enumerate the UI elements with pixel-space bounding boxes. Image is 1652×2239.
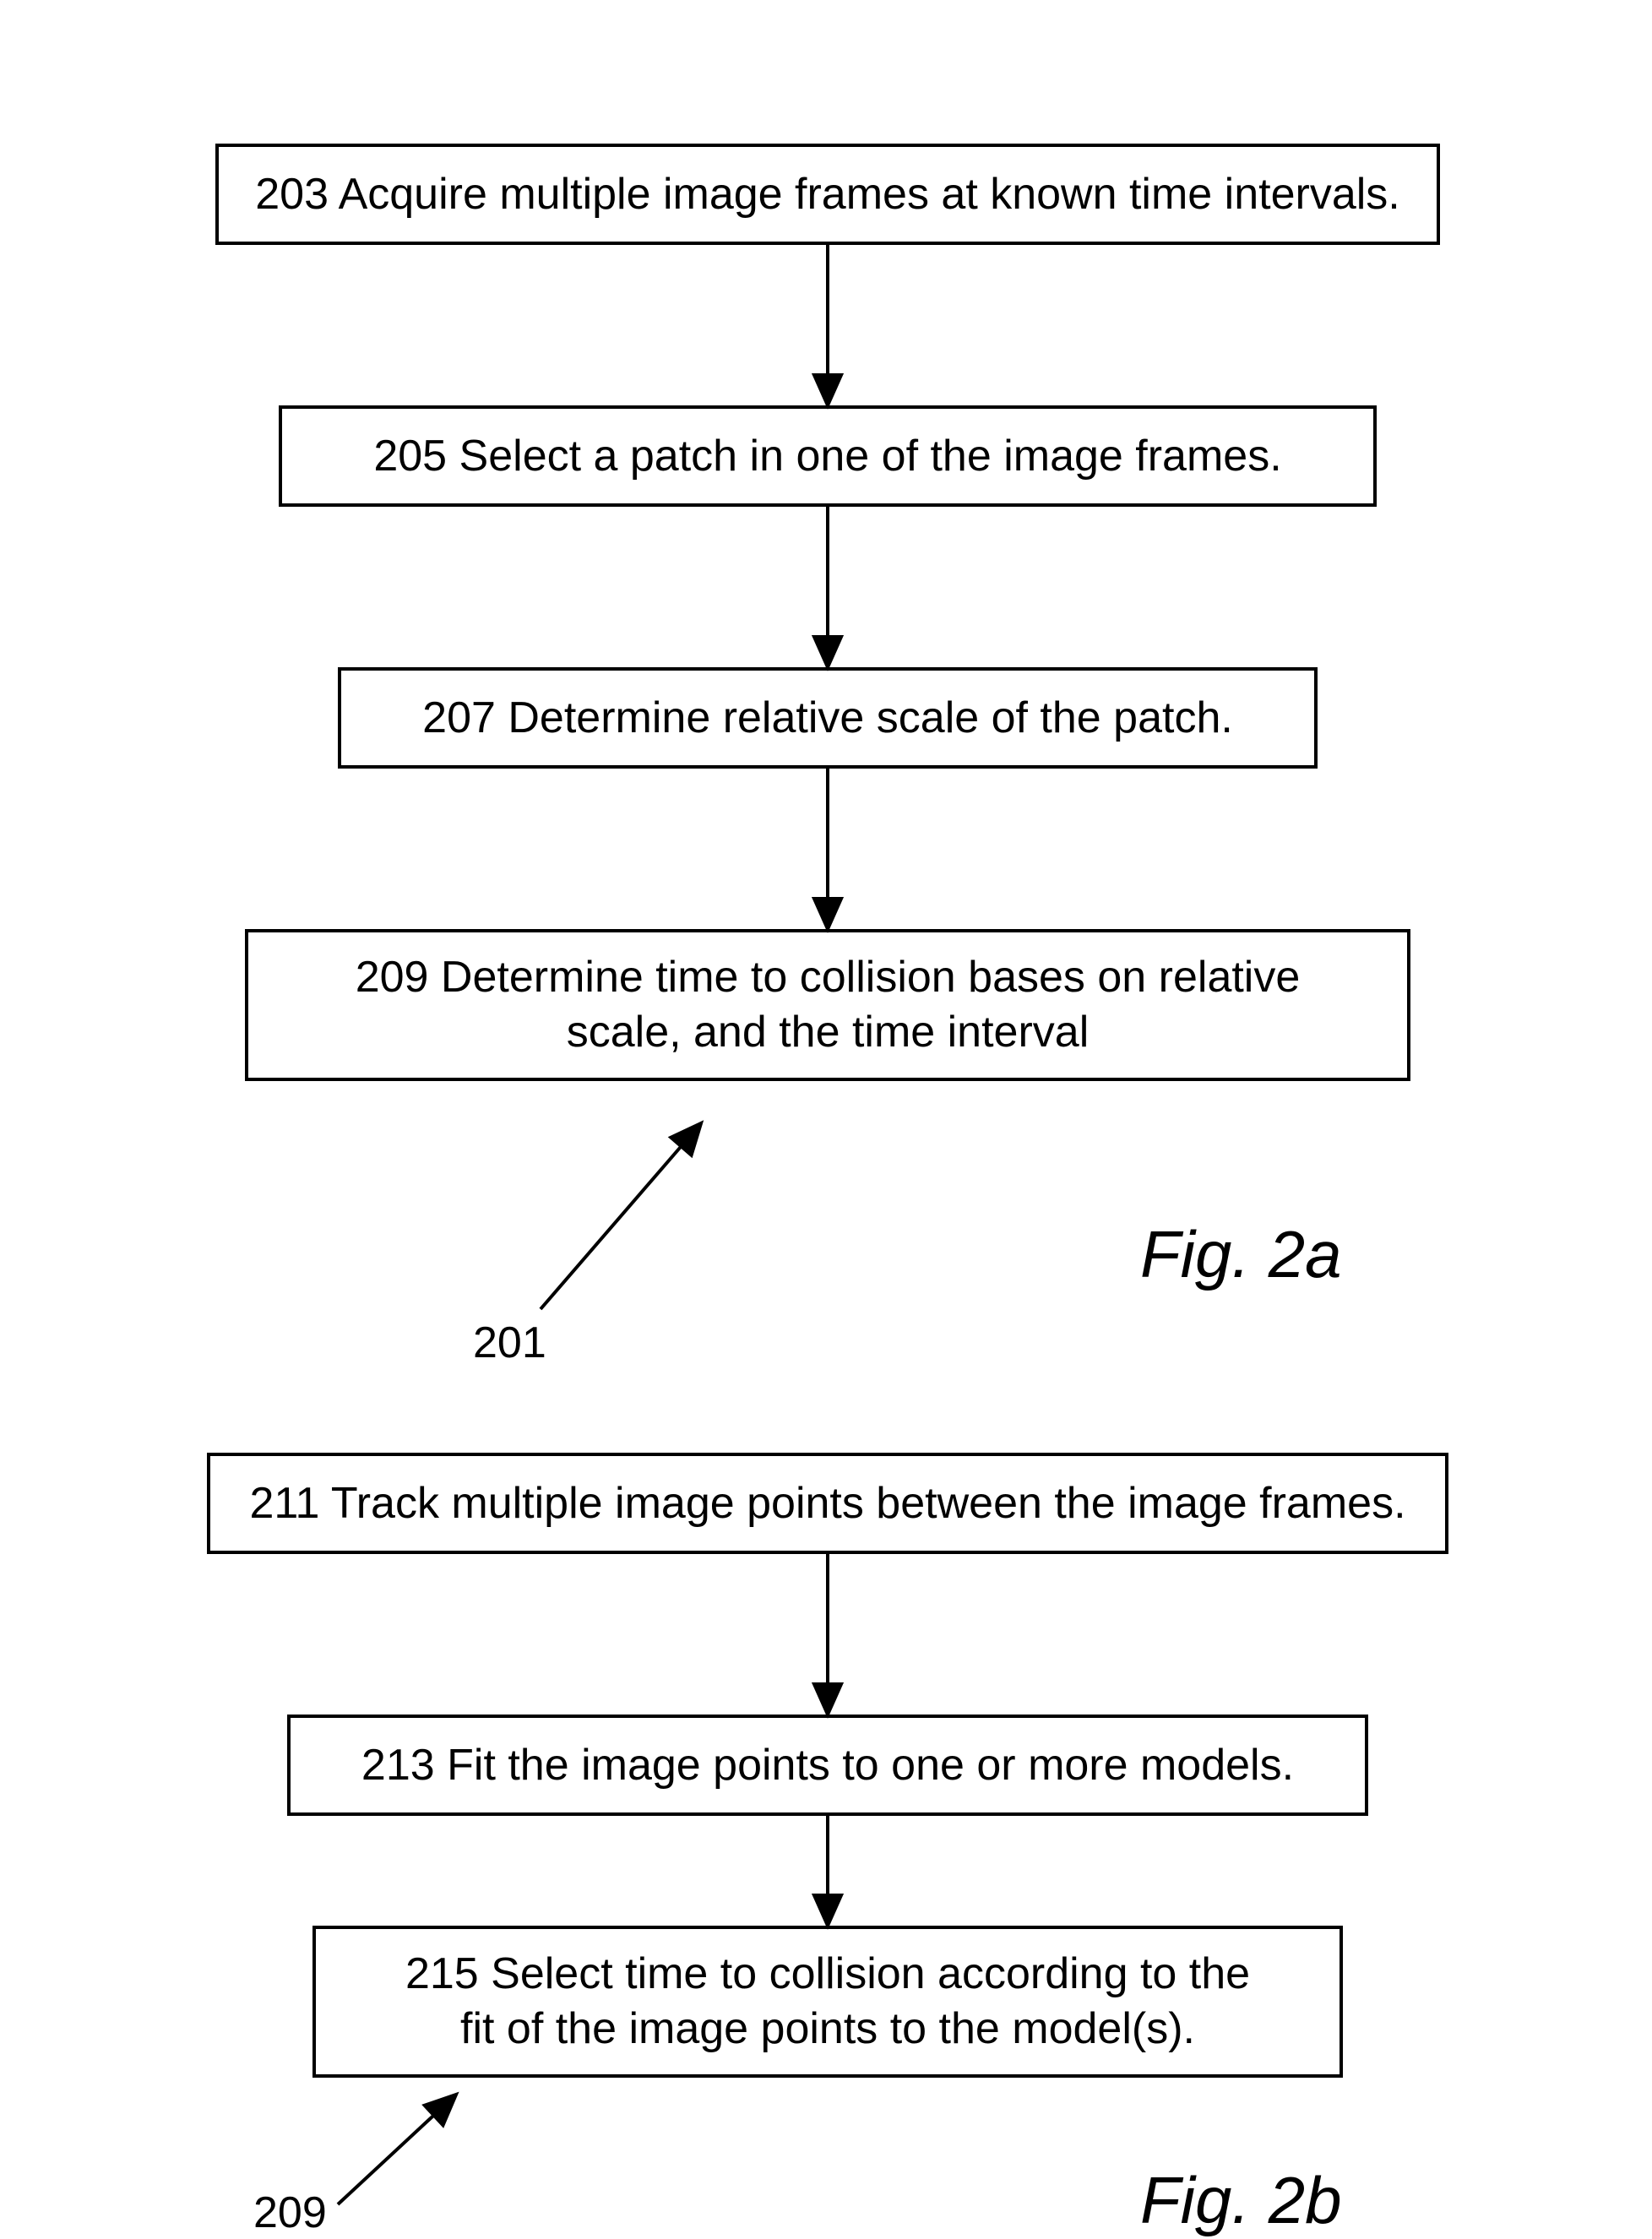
diagram-canvas: 203 Acquire multiple image frames at kno… [0,0,1652,2231]
flow-box-205: 205 Select a patch in one of the image f… [279,405,1377,507]
flow-box-211: 211 Track multiple image points between … [207,1453,1448,1554]
pointer-label-209: 209 [253,2187,327,2238]
flow-box-213-text: 213 Fit the image points to one or more … [361,1738,1294,1793]
flow-box-213: 213 Fit the image points to one or more … [287,1715,1368,1816]
flow-box-215: 215 Select time to collision according t… [312,1926,1343,2078]
flow-box-207-text: 207 Determine relative scale of the patc… [422,691,1233,746]
arrows-overlay [0,0,1652,2231]
flow-box-205-text: 205 Select a patch in one of the image f… [373,429,1281,484]
pointer-label-201: 201 [473,1318,546,1368]
flow-box-215-text: 215 Select time to collision according t… [405,1947,1250,2057]
flow-box-207: 207 Determine relative scale of the patc… [338,667,1318,769]
flow-box-203-text: 203 Acquire multiple image frames at kno… [255,167,1400,222]
flow-box-203: 203 Acquire multiple image frames at kno… [215,144,1440,245]
flow-box-211-text: 211 Track multiple image points between … [249,1476,1405,1531]
flow-box-209: 209 Determine time to collision bases on… [245,929,1410,1081]
fig-label-2a: Fig. 2a [1140,1216,1341,1293]
flow-box-209-text: 209 Determine time to collision bases on… [356,950,1301,1060]
fig-label-2b: Fig. 2b [1140,2162,1341,2239]
